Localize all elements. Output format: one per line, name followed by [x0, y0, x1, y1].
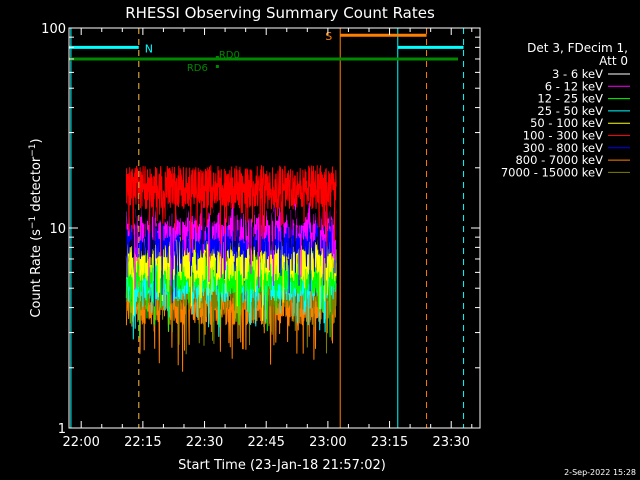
timestamp: 2-Sep-2022 15:28: [564, 468, 636, 477]
rd0-label: RD0: [219, 50, 240, 61]
chart-title: RHESSI Observing Summary Count Rates: [125, 4, 435, 22]
y-tick-label: 1: [58, 422, 66, 437]
x-tick-label: 22:30: [186, 435, 223, 450]
series-line: [125, 250, 337, 338]
y-axis-label-end: ): [29, 138, 44, 143]
legend-entry-label: 25 - 50 keV: [537, 104, 603, 118]
x-tick-label: 23:30: [432, 435, 469, 450]
y-axis-label: Count Rate (s−1 detector−1): [28, 138, 44, 317]
x-tick-label: 22:45: [247, 435, 284, 450]
legend-title-1: Det 3, FDecim 1,: [527, 41, 628, 55]
rd0-marker: [215, 55, 219, 59]
legend-entry-label: 50 - 100 keV: [530, 116, 603, 130]
axes: 22:00 22:15 22:30 22:45 23:00 23:15 23:30 1 10 10…: [41, 22, 480, 450]
x-tick-label: 22:15: [124, 435, 161, 450]
legend-entry-label: 100 - 300 keV: [523, 129, 603, 143]
y-tick-label: 10: [49, 222, 66, 237]
legend-entry-label: 800 - 7000 keV: [515, 153, 603, 167]
legend-entry-label: 3 - 6 keV: [552, 67, 603, 81]
legend-title-2: Att 0: [599, 54, 628, 68]
legend-entry-label: 7000 - 15000 keV: [501, 165, 603, 179]
y-axis-label-exp2: −1: [28, 143, 38, 156]
rd6-label: RD6: [187, 63, 208, 74]
x-tick-label: 23:15: [371, 435, 408, 450]
y-axis-label-exp1: −1: [28, 216, 38, 229]
series-line: [125, 165, 337, 252]
y-axis-label-main: Count Rate (s: [29, 229, 44, 318]
legend-entry-label: 6 - 12 keV: [545, 79, 603, 93]
night-label: N: [145, 42, 153, 55]
rd6-marker: [215, 64, 219, 68]
saa-label: S: [325, 30, 332, 43]
x-tick-label: 22:00: [62, 435, 99, 450]
x-axis-label: Start Time (23-Jan-18 21:57:02): [178, 458, 386, 473]
data-layer: [125, 165, 337, 372]
y-tick-label: 100: [41, 22, 66, 37]
x-tick-label: 23:00: [309, 435, 346, 450]
y-axis-label-mid: detector: [29, 156, 44, 216]
legend-entry-label: 300 - 800 keV: [523, 141, 603, 155]
legend-entry-label: 12 - 25 keV: [537, 92, 603, 106]
